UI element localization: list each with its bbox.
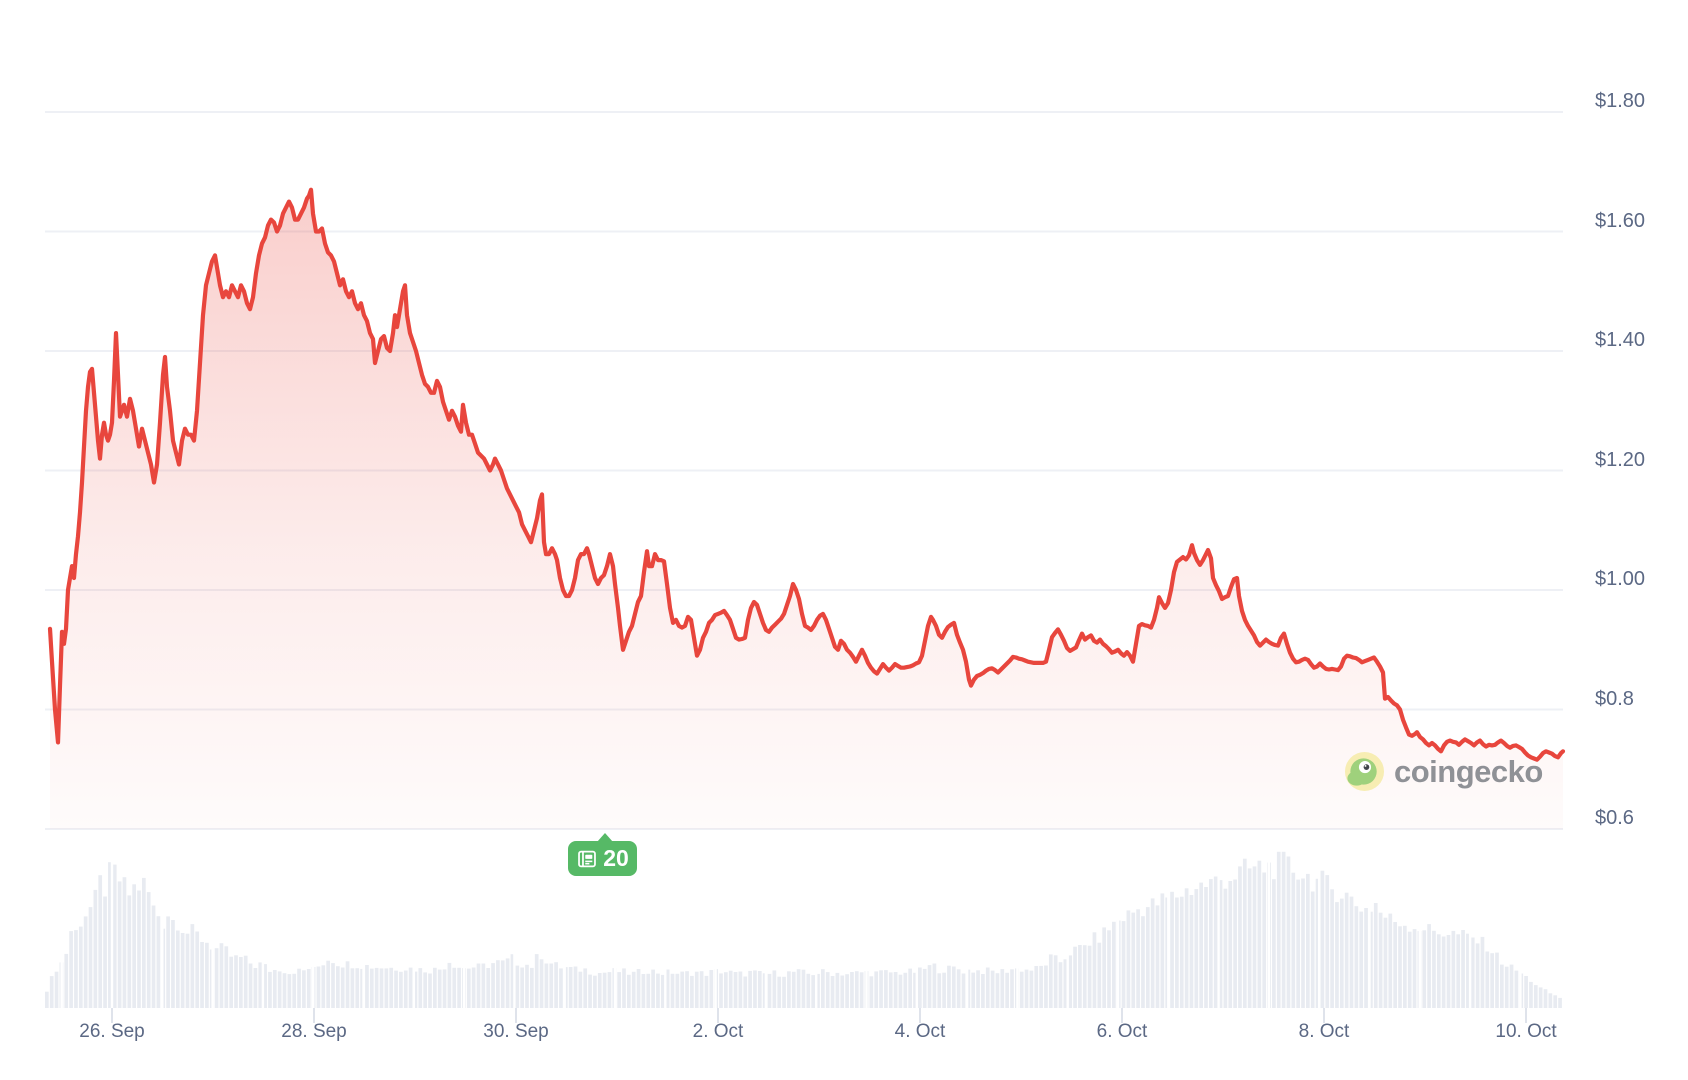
volume-bars — [45, 851, 1562, 1008]
news-count: 20 — [603, 845, 629, 871]
y-axis-label: $0.8 — [1595, 687, 1634, 710]
x-axis-label: 6. Oct — [1096, 1021, 1148, 1042]
badge-pointer — [597, 833, 613, 842]
y-axis-label: $0.6 — [1595, 807, 1634, 829]
y-axis-label: $1.40 — [1595, 329, 1646, 351]
newspaper-icon — [576, 848, 598, 870]
x-axis-label: 2. Oct — [692, 1021, 744, 1042]
x-axis-label: 28. Sep — [281, 1021, 347, 1042]
news-annotation-badge[interactable]: 20 — [568, 833, 637, 876]
coingecko-watermark: coingecko — [1344, 751, 1543, 792]
price-line — [47, 187, 1566, 762]
x-axis-label: 4. Oct — [894, 1021, 946, 1042]
y-axis-label: $1.20 — [1595, 448, 1646, 471]
y-axis-label: $1.80 — [1595, 90, 1646, 112]
coingecko-gecko-icon — [1344, 751, 1385, 792]
volume-day-separators — [60, 852, 1522, 1008]
x-axis-label: 30. Sep — [483, 1021, 549, 1042]
price-area-fill — [50, 189, 1563, 829]
y-axis-label: $1.00 — [1595, 568, 1646, 590]
watermark-text: coingecko — [1394, 754, 1543, 789]
x-axis-label: 8. Oct — [1298, 1021, 1350, 1042]
x-axis-ticks — [111, 1008, 1527, 1023]
x-axis-label: 10. Oct — [1495, 1021, 1557, 1042]
y-axis-label: $1.60 — [1595, 209, 1646, 232]
x-axis-label: 26. Sep — [79, 1021, 145, 1042]
